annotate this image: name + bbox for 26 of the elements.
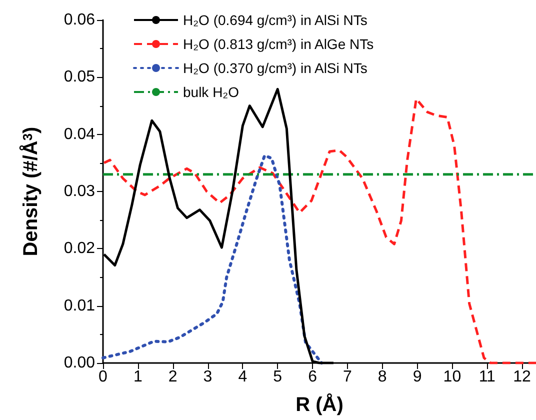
x-tick-label: 11 [478,368,496,386]
x-axis-title: R (Å) [296,393,344,416]
x-tick-label: 3 [203,368,212,386]
x-tick-label: 1 [133,368,142,386]
x-tick-label: 0 [98,368,108,386]
x-tick-label: 12 [513,368,532,386]
legend-label: H₂O (0.370 g/cm³) in AlSi NTs [183,60,368,76]
y-tick-label: 0.05 [64,68,96,86]
x-tick-label: 2 [168,368,178,386]
legend-label: bulk H₂O [183,84,240,100]
y-tick-label: 0.03 [64,183,96,200]
y-tick-label: 0.02 [64,240,96,258]
y-tick-label: 0.01 [64,297,96,314]
y-axis-title: Density (#/Å3) [19,126,42,256]
legend-label: H₂O (0.694 g/cm³) in AlSi NTs [183,12,368,28]
x-tick-label: 4 [238,368,248,386]
y-tick-label: 0.06 [64,12,96,28]
y-tick-label: 0.04 [64,126,96,143]
legend-label: H₂O (0.813 g/cm³) in AlGe NTs [183,36,374,52]
y-tick-label: 0.00 [64,354,96,372]
x-tick-label: 9 [412,368,422,386]
x-tick-label: 7 [342,368,352,386]
x-tick-label: 8 [378,368,387,386]
x-tick-label: 6 [308,368,318,386]
x-tick-label: 10 [443,368,462,386]
x-tick-label: 5 [273,368,282,386]
